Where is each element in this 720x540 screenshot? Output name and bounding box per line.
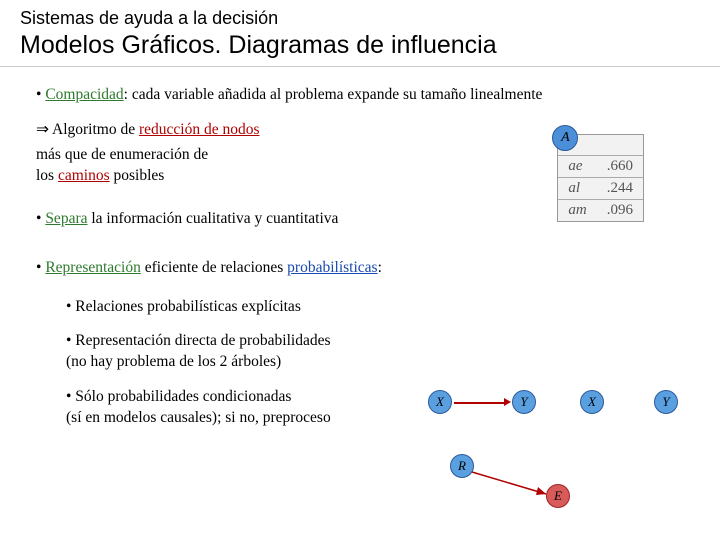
row-value: .096 [597, 199, 643, 221]
row-label: al [558, 177, 596, 199]
keyword-separa: Separa [45, 210, 87, 227]
bullet-marker: • [36, 86, 45, 103]
bullet-text: : [378, 259, 382, 276]
table-row: ae .660 [558, 155, 643, 177]
bullet-text: eficiente de relaciones [141, 259, 287, 276]
keyword-representacion: Representación [45, 259, 141, 276]
edge-svg [450, 454, 590, 514]
prob-table-figure: A ae .660 al .244 am .096 [557, 134, 644, 222]
bullet-compacidad: • Compacidad: cada variable añadida al p… [36, 85, 690, 106]
node-x: X [428, 390, 452, 414]
edge-line [454, 402, 506, 404]
row-value: .244 [597, 177, 643, 199]
bullet-text: : cada variable añadida al problema expa… [124, 86, 543, 103]
row-value: .660 [597, 155, 643, 177]
node-x: X [580, 390, 604, 414]
header-subtitle: Sistemas de ayuda a la decisión [20, 8, 700, 29]
bullet-text: los [36, 167, 58, 184]
slide-header: Sistemas de ayuda a la decisión Modelos … [0, 0, 720, 67]
diagram-xy-noarrow: X Y [580, 388, 690, 418]
bullet-text: la información cualitativa y cuantitativ… [87, 210, 338, 227]
table-row: am .096 [558, 199, 643, 221]
keyword-probabilisticas: probabilísticas [287, 259, 377, 276]
bullet-text: ⇒ Algoritmo de [36, 121, 139, 138]
header-title: Modelos Gráficos. Diagramas de influenci… [20, 31, 700, 60]
bullet-text: • Representación directa de probabilidad… [66, 331, 690, 352]
keyword-reduccion: reducción de nodos [139, 121, 260, 138]
table-row: al .244 [558, 177, 643, 199]
sub-explicit: • Relaciones probabilísticas explícitas [66, 297, 690, 318]
node-y: Y [654, 390, 678, 414]
bullet-text: (no hay problema de los 2 árboles) [66, 352, 690, 373]
node-y: Y [512, 390, 536, 414]
row-label: ae [558, 155, 596, 177]
bullet-marker: • [36, 210, 45, 227]
row-label: am [558, 199, 596, 221]
keyword-caminos: caminos [58, 167, 110, 184]
diagram-re: R E [450, 454, 590, 514]
node-e: E [546, 484, 570, 508]
sub-directa: • Representación directa de probabilidad… [66, 331, 690, 373]
arrow-head-icon [504, 398, 511, 406]
bullet-text: posibles [110, 167, 165, 184]
bullet-marker: • [36, 259, 45, 276]
keyword-compacidad: Compacidad [45, 86, 123, 103]
diagram-xy-arrow: X Y [428, 388, 538, 418]
bullet-representacion: • Representación eficiente de relaciones… [36, 258, 690, 279]
